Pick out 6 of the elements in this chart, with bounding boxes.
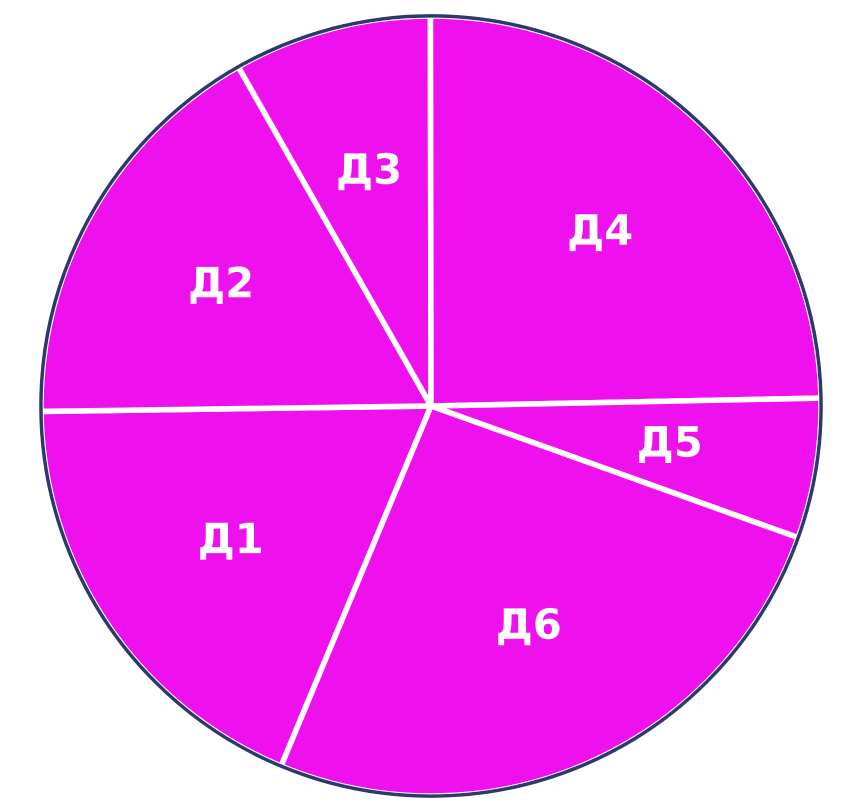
- slice-label: Д1: [200, 522, 261, 560]
- slice-label: Д2: [190, 266, 251, 304]
- slice-label: Д5: [639, 426, 700, 464]
- slice-label: Д6: [498, 608, 560, 646]
- slice-label: Д3: [338, 152, 399, 190]
- slice-label: Д4: [570, 214, 632, 252]
